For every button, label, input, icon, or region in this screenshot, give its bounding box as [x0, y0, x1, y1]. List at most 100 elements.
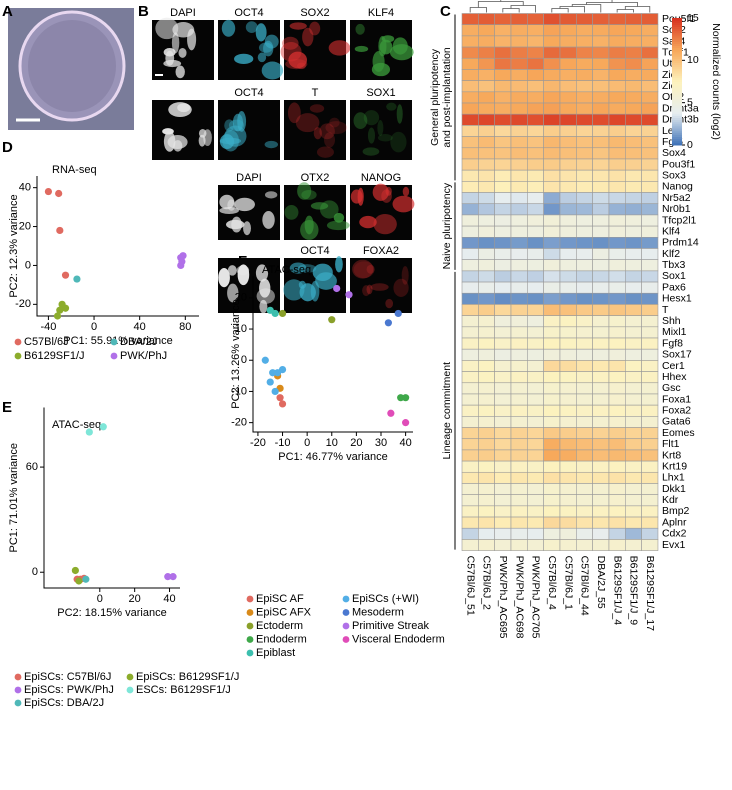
cell-cluster	[301, 189, 317, 200]
heatmap-cell	[559, 438, 577, 451]
cell-cluster	[259, 299, 268, 314]
heatmap-cell	[641, 348, 659, 361]
gene-label: Gsc	[662, 382, 681, 394]
heatmap-cell	[478, 270, 495, 283]
heatmap-cell	[624, 46, 642, 59]
x-axis-label: PC1: 55.91% variance	[63, 335, 172, 347]
x-tick-label: 40	[399, 437, 411, 449]
heatmap-cell	[559, 505, 577, 518]
panel-label: B	[138, 3, 149, 20]
heatmap-cell	[461, 69, 479, 81]
heatmap-cell	[478, 416, 495, 428]
heatmap-cell	[592, 427, 610, 440]
cell-cluster	[366, 284, 373, 295]
heatmap-cell	[527, 91, 544, 104]
gene-label: Gata6	[662, 416, 691, 428]
gene-label: Evx1	[662, 539, 686, 551]
point	[75, 577, 83, 585]
heatmap-cell	[624, 539, 642, 551]
heatmap-cell	[478, 360, 495, 372]
heatmap-cell	[576, 113, 593, 126]
heatmap-cell	[608, 113, 626, 126]
heatmap-cell	[478, 281, 495, 294]
heatmap-cell	[510, 270, 528, 283]
heatmap-cell	[543, 248, 561, 260]
point	[169, 573, 177, 581]
heatmap-cell	[461, 259, 479, 272]
heatmap-cell	[510, 371, 528, 384]
heatmap-cell	[510, 449, 528, 462]
cell-cluster	[335, 256, 343, 273]
heatmap-cell	[543, 449, 561, 462]
heatmap-cell	[478, 404, 495, 417]
heatmap-cell	[527, 169, 544, 182]
heatmap-cell	[543, 539, 561, 551]
y-tick-label: 0	[25, 259, 31, 271]
heatmap-cell	[510, 102, 528, 115]
heatmap-cell	[624, 438, 642, 451]
heatmap-cell	[641, 147, 659, 160]
heatmap-cell	[494, 539, 512, 551]
gene-label: Sox3	[662, 170, 686, 182]
legend-label: Epiblast	[256, 647, 295, 659]
heatmap-cell	[641, 113, 659, 126]
heatmap-cell	[576, 80, 593, 93]
heatmap-cell	[559, 158, 577, 171]
heatmap-cell	[478, 102, 495, 115]
heatmap-cell	[559, 483, 577, 495]
heatmap-cell	[510, 214, 528, 227]
gene-label: Klf2	[662, 248, 680, 260]
heatmap-cell	[527, 404, 544, 417]
heatmap-cell	[461, 57, 479, 70]
heatmap-cell	[559, 80, 577, 93]
heatmap-cell	[478, 158, 495, 171]
heatmap-cell	[478, 326, 495, 339]
gene-label: Pou3f1	[662, 158, 695, 170]
heatmap-cell	[461, 35, 479, 48]
legend-label: EpiSC AFX	[256, 606, 312, 618]
heatmap-cell	[592, 539, 610, 551]
colorbar-step	[672, 18, 682, 21]
cell-cluster	[243, 221, 251, 236]
heatmap-cell	[592, 382, 610, 395]
gene-label: Flt1	[662, 438, 680, 450]
heatmap-cell	[478, 136, 495, 149]
heatmap-cell	[494, 35, 512, 48]
heatmap-cell	[576, 203, 593, 216]
heatmap-cell	[527, 315, 544, 328]
cell-cluster	[352, 259, 374, 279]
heatmap-cell	[559, 304, 577, 316]
heatmap-cell	[576, 516, 593, 529]
heatmap-cell	[461, 539, 479, 551]
heatmap-cell	[543, 516, 561, 529]
x-tick-label: 10	[326, 437, 338, 449]
heatmap-cell	[641, 192, 659, 205]
heatmap-cell	[576, 147, 593, 160]
heatmap-cell	[624, 404, 642, 417]
heatmap-cell	[576, 427, 593, 440]
heatmap-cell	[608, 483, 626, 495]
heatmap-cell	[641, 539, 659, 551]
heatmap-cell	[576, 404, 593, 417]
heatmap-cell	[510, 516, 528, 529]
colorbar-step	[672, 75, 682, 78]
cell-cluster	[280, 42, 302, 62]
heatmap-cell	[510, 382, 528, 395]
heatmap-cell	[543, 113, 561, 126]
heatmap-cell	[494, 393, 512, 406]
panel-label: A	[2, 3, 13, 20]
point	[402, 419, 410, 427]
heatmap-cell	[527, 427, 544, 440]
heatmap-cell	[559, 315, 577, 328]
heatmap-cell	[624, 315, 642, 328]
heatmap-cell	[527, 471, 544, 484]
heatmap-cell	[559, 449, 577, 462]
legend-swatch	[246, 609, 254, 616]
heatmap-cell	[461, 494, 479, 507]
heatmap-cell	[527, 449, 544, 462]
heatmap-cell	[624, 270, 642, 283]
heatmap-cell	[527, 46, 544, 59]
heatmap-cell	[559, 292, 577, 305]
heatmap-cell	[559, 371, 577, 384]
heatmap-cell	[494, 382, 512, 395]
